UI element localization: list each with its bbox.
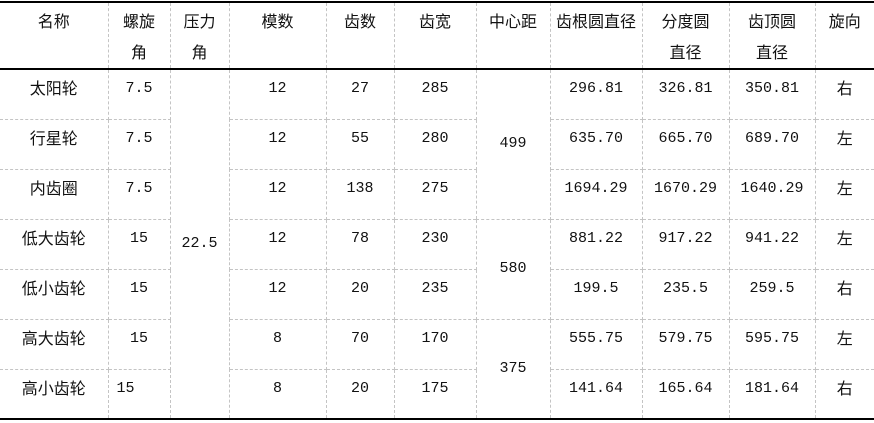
helix-hand: 右 [814, 368, 874, 420]
root-diameter: 141.64 [549, 368, 643, 420]
face-width: 280 [393, 118, 477, 170]
pitch-diameter: 579.75 [641, 318, 730, 370]
header-pitch-diameter: 分度圆直径 [642, 1, 730, 70]
tip-diameter: 689.70 [728, 118, 816, 170]
helix-angle: 7.5 [107, 118, 171, 170]
pressure-angle: 22.5 [170, 68, 230, 420]
pitch-diameter: 665.70 [641, 118, 730, 170]
helix-hand: 左 [814, 318, 874, 370]
module: 12 [228, 118, 327, 170]
helix-angle: 7.5 [108, 68, 171, 120]
helix-angle: 15 [107, 318, 171, 370]
helix-hand: 右 [814, 268, 874, 320]
pitch-diameter: 326.81 [642, 68, 730, 120]
header-helix-angle: 螺旋角 [108, 1, 171, 70]
table-row: 内齿圈 7.5 12 138 275 1694.29 1670.29 1640.29 左 [0, 168, 874, 220]
header-row: 名称 螺旋角 压力角 模数 齿数 齿宽 中心距 齿根圆直径 分度圆直径 齿顶圆直… [0, 1, 874, 70]
face-width: 285 [394, 68, 477, 120]
helix-angle: 7.5 [107, 168, 171, 220]
helix-angle: 15 [107, 368, 171, 420]
tip-diameter: 595.75 [728, 318, 816, 370]
pitch-diameter: 165.64 [641, 368, 730, 420]
header-tip-diameter: 齿顶圆直径 [729, 1, 816, 70]
module: 12 [229, 68, 327, 120]
gear-name: 高小齿轮 [0, 368, 109, 420]
center-distance: 499 [476, 68, 551, 220]
table-row: 高大齿轮 15 8 70 170 375 555.75 579.75 595.75 左 [0, 318, 874, 420]
face-width: 170 [393, 318, 477, 370]
header-hand: 旋向 [815, 1, 874, 70]
module: 12 [228, 168, 327, 220]
gear-name: 太阳轮 [0, 68, 109, 120]
teeth-count: 70 [325, 318, 395, 370]
pitch-diameter: 1670.29 [641, 168, 730, 220]
header-teeth: 齿数 [326, 1, 395, 70]
tip-diameter: 181.64 [728, 368, 816, 420]
teeth-count: 20 [325, 268, 395, 320]
teeth-count: 78 [325, 218, 395, 270]
module: 8 [228, 318, 327, 370]
module: 12 [228, 218, 327, 270]
teeth-count: 20 [325, 368, 395, 420]
center-distance: 580 [475, 218, 551, 320]
tip-diameter: 941.22 [728, 218, 816, 270]
helix-hand: 左 [814, 118, 874, 170]
gear-name: 低小齿轮 [0, 268, 109, 320]
header-root-diameter: 齿根圆直径 [550, 1, 643, 70]
module: 8 [228, 368, 327, 420]
helix-hand: 左 [814, 168, 874, 220]
root-diameter: 199.5 [549, 268, 643, 320]
table-row: 太阳轮 7.5 22.5 12 27 285 499 296.81 326.81 350.81 右 [0, 68, 874, 420]
helix-hand: 右 [815, 68, 874, 120]
table-row: 高小齿轮 15 8 20 175 141.64 165.64 181.64 右 [0, 368, 874, 420]
gear-name: 行星轮 [0, 118, 109, 170]
teeth-count: 138 [325, 168, 395, 220]
tip-diameter: 259.5 [728, 268, 816, 320]
table-row: 低大齿轮 15 12 78 230 580 881.22 917.22 941.22 左 [0, 218, 874, 320]
root-diameter: 555.75 [549, 318, 643, 370]
header-module: 模数 [229, 1, 327, 70]
face-width: 275 [393, 168, 477, 220]
root-diameter: 635.70 [549, 118, 643, 170]
helix-hand: 左 [814, 218, 874, 270]
tip-diameter: 1640.29 [728, 168, 816, 220]
gear-name: 高大齿轮 [0, 318, 109, 370]
header-center-distance: 中心距 [476, 1, 551, 70]
root-diameter: 296.81 [550, 68, 643, 120]
module: 12 [228, 268, 327, 320]
header-face-width: 齿宽 [394, 1, 477, 70]
teeth-count: 55 [325, 118, 395, 170]
center-distance: 375 [475, 318, 551, 420]
face-width: 230 [393, 218, 477, 270]
root-diameter: 1694.29 [549, 168, 643, 220]
face-width: 175 [393, 368, 477, 420]
face-width: 235 [393, 268, 477, 320]
table-row: 行星轮 7.5 12 55 280 635.70 665.70 689.70 左 [0, 118, 874, 170]
gear-name: 内齿圈 [0, 168, 109, 220]
helix-angle: 15 [107, 268, 171, 320]
gear-name: 低大齿轮 [0, 218, 109, 270]
teeth-count: 27 [326, 68, 395, 120]
tip-diameter: 350.81 [729, 68, 816, 120]
root-diameter: 881.22 [549, 218, 643, 270]
header-name: 名称 [0, 1, 109, 70]
helix-angle: 15 [107, 218, 171, 270]
pitch-diameter: 235.5 [641, 268, 730, 320]
table-row: 低小齿轮 15 12 20 235 199.5 235.5 259.5 右 [0, 268, 874, 320]
pitch-diameter: 917.22 [641, 218, 730, 270]
header-pressure-angle: 压力角 [170, 1, 230, 70]
